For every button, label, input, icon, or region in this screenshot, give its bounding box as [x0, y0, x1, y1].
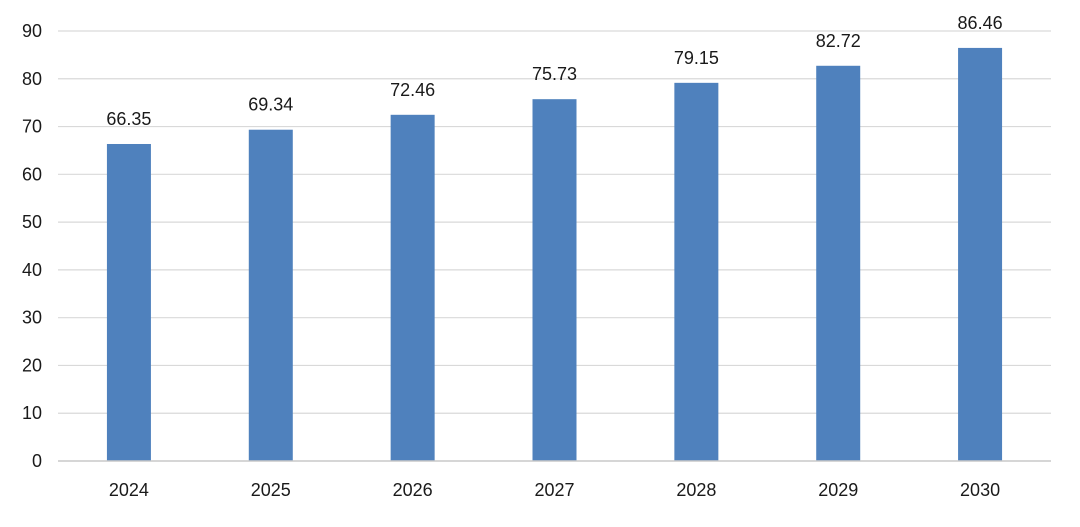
bars: [106, 47, 1003, 462]
bar-2028: [674, 82, 719, 461]
x-tick-label: 2028: [676, 480, 716, 500]
bar-2027: [532, 99, 577, 461]
y-tick-label: 40: [22, 260, 42, 280]
y-tick-label: 20: [22, 355, 42, 375]
y-tick-labels: 0 10 20 30 40 50 60 70 80 90: [22, 21, 42, 471]
x-tick-label: 2024: [109, 480, 149, 500]
x-tick-label: 2029: [818, 480, 858, 500]
y-tick-label: 30: [22, 308, 42, 328]
y-tick-label: 80: [22, 69, 42, 89]
data-label: 79.15: [674, 48, 719, 68]
y-tick-label: 90: [22, 21, 42, 41]
y-tick-label: 60: [22, 164, 42, 184]
bar-2024: [106, 143, 151, 461]
data-label: 82.72: [816, 31, 861, 51]
bar-2026: [390, 114, 435, 462]
x-tick-labels: 2024 2025 2026 2027 2028 2029 2030: [109, 480, 1000, 500]
bar-2030: [958, 47, 1003, 462]
x-tick-label: 2026: [393, 480, 433, 500]
y-tick-label: 50: [22, 212, 42, 232]
x-tick-label: 2025: [251, 480, 291, 500]
x-tick-label: 2027: [534, 480, 574, 500]
data-label: 66.35: [106, 109, 151, 129]
y-tick-label: 0: [32, 451, 42, 471]
data-label: 72.46: [390, 80, 435, 100]
data-labels: 66.35 69.34 72.46 75.73 79.15 82.72 86.46: [106, 13, 1002, 129]
data-label: 86.46: [958, 13, 1003, 33]
data-label: 75.73: [532, 64, 577, 84]
data-label: 69.34: [248, 95, 293, 115]
bar-2029: [816, 65, 861, 461]
y-tick-label: 10: [22, 403, 42, 423]
x-tick-label: 2030: [960, 480, 1000, 500]
y-tick-label: 70: [22, 117, 42, 137]
bar-2025: [248, 129, 293, 461]
